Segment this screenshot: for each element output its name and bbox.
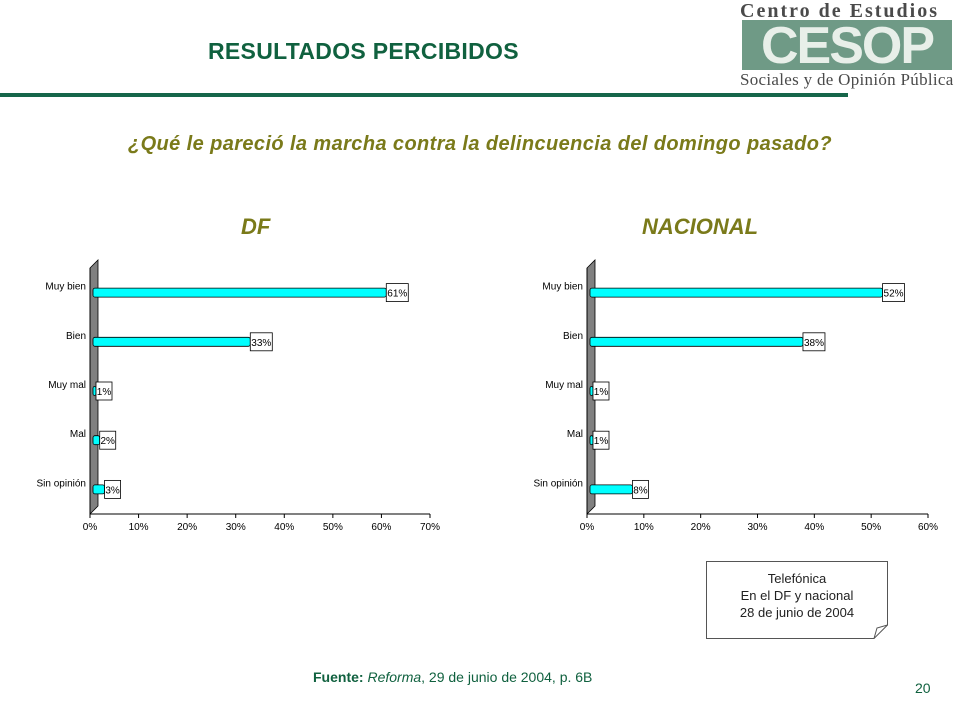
methodology-note: Telefónica En el DF y nacional 28 de jun… [706, 570, 888, 621]
x-tick-label: 60% [371, 522, 391, 533]
data-bar [589, 386, 594, 396]
data-label: 2% [100, 436, 115, 447]
data-bar [589, 287, 883, 298]
data-bar [589, 435, 594, 446]
note-line-2: En el DF y nacional [740, 588, 854, 603]
data-label: 1% [594, 387, 609, 398]
data-label: 33% [251, 338, 271, 349]
source-publication: Reforma [367, 669, 422, 685]
data-label: 61% [387, 289, 407, 300]
source-citation: Fuente: Reforma, 29 de junio de 2004, p.… [313, 669, 592, 685]
note-line-1: Telefónica [767, 571, 827, 586]
category-label: Mal [70, 429, 86, 440]
logo-line-bottom: Sociales y de Opinión Pública [740, 70, 954, 89]
data-bar [92, 435, 101, 446]
logo-line-top: Centro de Estudios [740, 0, 939, 22]
data-label-box [95, 381, 113, 401]
category-label: Sin opinión [37, 478, 86, 489]
page-number: 20 [915, 680, 931, 696]
source-label: Fuente: [313, 669, 364, 685]
data-label-box [385, 283, 409, 302]
x-tick-label: 40% [804, 522, 824, 533]
data-bar [92, 336, 251, 347]
x-tick-label: 30% [226, 522, 246, 533]
data-bar [589, 336, 804, 347]
data-label: 8% [633, 485, 648, 496]
note-line-3: 28 de junio de 2004 [739, 605, 855, 620]
chart-nacional: 0% 10% 20% 30% 40% 50% 60% Muy bien 52% Bien 38% Mu… [534, 259, 938, 533]
methodology-note-box [706, 561, 888, 639]
data-label: 3% [105, 485, 120, 496]
chart-title-df: DF [241, 214, 271, 239]
category-label: Sin opinión [534, 478, 583, 489]
cesop-logo: Centro de Estudios CESOP Sociales y de O… [732, 0, 960, 96]
x-tick-label: 0% [580, 522, 595, 533]
data-label: 1% [594, 436, 609, 447]
logo-wordmark-graphic: CESOP [742, 20, 952, 70]
page-title: RESULTADOS PERCIBIDOS [208, 38, 519, 64]
header-rule [0, 93, 848, 97]
category-label: Bien [66, 331, 86, 342]
category-label: Muy bien [45, 282, 86, 293]
data-label-box [249, 332, 273, 352]
data-label: 1% [97, 387, 112, 398]
data-bar [589, 484, 633, 495]
data-label-box [99, 430, 117, 450]
survey-question: ¿Qué le pareció la marcha contra la deli… [127, 133, 833, 155]
x-tick-label: 20% [177, 522, 197, 533]
data-label-box [592, 430, 610, 450]
data-label-box [592, 381, 610, 401]
chart-title-nacional: NACIONAL [642, 214, 759, 239]
category-label: Muy mal [545, 380, 583, 391]
x-tick-label: 10% [634, 522, 654, 533]
logo-wordmark: CESOP [761, 20, 933, 70]
data-bar [92, 484, 105, 495]
data-label-box [882, 283, 905, 302]
x-tick-label: 40% [274, 522, 294, 533]
x-tick-label: 60% [918, 522, 938, 533]
x-tick-label: 30% [747, 522, 767, 533]
category-label: Muy bien [542, 282, 583, 293]
data-bar [92, 287, 387, 298]
x-tick-label: 0% [83, 522, 98, 533]
category-label: Muy mal [48, 380, 86, 391]
x-tick-label: 50% [323, 522, 343, 533]
x-tick-label: 20% [691, 522, 711, 533]
category-label: Mal [567, 429, 583, 440]
x-tick-label: 50% [861, 522, 881, 533]
chart-df: 0% 10% 20% 30% 40% 50% 60% 70% Muy bien 61% Bien 33… [37, 259, 440, 533]
data-label-box [802, 332, 826, 352]
data-label-box [104, 479, 121, 499]
data-bar [92, 386, 97, 396]
x-tick-label: 70% [420, 522, 440, 533]
source-detail: , 29 de junio de 2004, p. 6B [421, 669, 593, 685]
x-tick-label: 10% [129, 522, 149, 533]
data-label: 38% [804, 338, 824, 349]
data-label-box [632, 479, 649, 499]
category-label: Bien [563, 331, 583, 342]
data-label: 52% [884, 289, 904, 300]
